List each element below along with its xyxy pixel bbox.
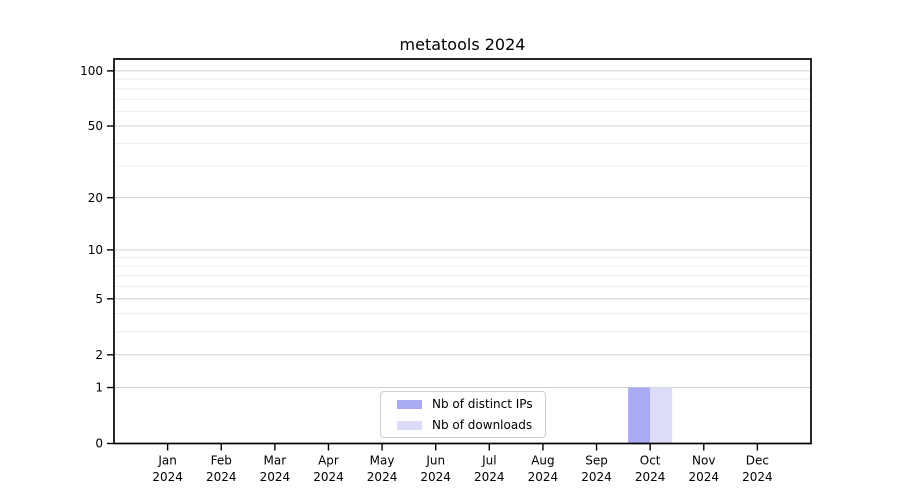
legend-swatch-distinct-ips: [397, 399, 422, 409]
x-tick-month-label: Jan: [157, 454, 177, 468]
y-tick-label: 20: [88, 191, 103, 205]
legend-label-downloads: Nb of downloads: [432, 418, 533, 432]
y-tick-label: 2: [95, 348, 103, 362]
legend-label-distinct-ips: Nb of distinct IPs: [432, 397, 533, 411]
y-tick-label: 0: [95, 437, 103, 451]
bar-distinct-ips: [628, 387, 651, 444]
y-tick-label: 50: [88, 119, 103, 133]
y-tick-label: 100: [80, 64, 103, 78]
x-tick-year-label: 2024: [152, 470, 183, 484]
x-tick-year-label: 2024: [420, 470, 451, 484]
x-tick-month-label: Jun: [425, 454, 445, 468]
legend-entry-distinct-ips: Nb of distinct IPs: [397, 396, 545, 413]
x-tick-year-label: 2024: [474, 470, 505, 484]
x-tick-month-label: Dec: [746, 454, 769, 468]
x-tick-month-label: May: [370, 454, 395, 468]
x-tick-month-label: Sep: [585, 454, 608, 468]
x-tick-month-label: Mar: [264, 454, 287, 468]
x-tick-year-label: 2024: [635, 470, 666, 484]
y-tick-label: 5: [95, 292, 103, 306]
x-tick-year-label: 2024: [260, 470, 291, 484]
x-tick-month-label: Aug: [531, 454, 554, 468]
x-tick-month-label: Apr: [318, 454, 339, 468]
legend: Nb of distinct IPs Nb of downloads: [380, 391, 546, 438]
legend-swatch-downloads: [397, 420, 422, 430]
x-tick-month-label: Feb: [211, 454, 232, 468]
legend-entry-downloads: Nb of downloads: [397, 417, 545, 434]
x-tick-month-label: Oct: [640, 454, 661, 468]
plot-frame: [113, 58, 812, 445]
x-tick-year-label: 2024: [528, 470, 559, 484]
x-tick-year-label: 2024: [206, 470, 237, 484]
bar-downloads: [650, 387, 673, 444]
x-tick-month-label: Nov: [692, 454, 715, 468]
x-tick-year-label: 2024: [688, 470, 719, 484]
x-tick-year-label: 2024: [581, 470, 612, 484]
x-tick-year-label: 2024: [742, 470, 773, 484]
x-tick-year-label: 2024: [367, 470, 398, 484]
x-tick-month-label: Jul: [481, 454, 496, 468]
y-tick-label: 10: [88, 243, 103, 257]
y-tick-label: 1: [95, 381, 103, 395]
chart-title: metatools 2024: [399, 35, 526, 54]
x-tick-year-label: 2024: [313, 470, 344, 484]
